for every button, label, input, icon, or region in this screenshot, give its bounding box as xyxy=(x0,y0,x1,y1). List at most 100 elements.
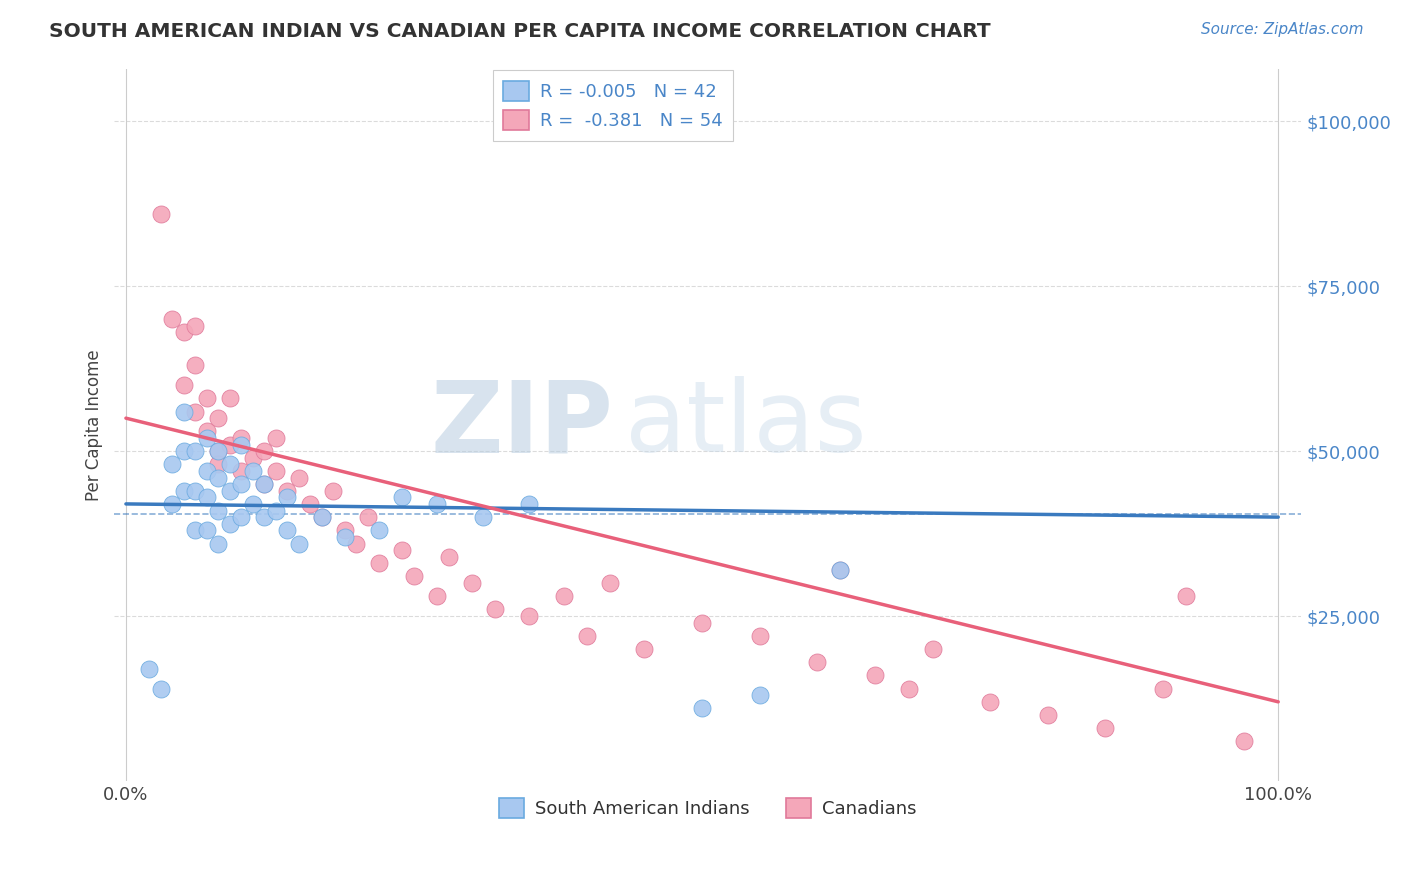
Point xyxy=(195,425,218,439)
Point xyxy=(1094,721,1116,735)
Point xyxy=(242,464,264,478)
Point xyxy=(748,688,770,702)
Point xyxy=(195,431,218,445)
Point xyxy=(863,668,886,682)
Text: atlas: atlas xyxy=(624,376,866,474)
Point xyxy=(138,662,160,676)
Point xyxy=(311,510,333,524)
Point xyxy=(276,491,298,505)
Point xyxy=(426,497,449,511)
Point xyxy=(184,359,207,373)
Point xyxy=(264,464,287,478)
Point xyxy=(426,589,449,603)
Point xyxy=(231,510,253,524)
Point xyxy=(1175,589,1198,603)
Point xyxy=(253,477,276,491)
Point xyxy=(160,458,183,472)
Point xyxy=(264,431,287,445)
Point xyxy=(149,207,172,221)
Point xyxy=(195,524,218,538)
Point xyxy=(748,629,770,643)
Point xyxy=(575,629,598,643)
Point xyxy=(484,602,506,616)
Point xyxy=(184,404,207,418)
Point xyxy=(242,450,264,465)
Point xyxy=(231,464,253,478)
Point xyxy=(231,477,253,491)
Point xyxy=(184,524,207,538)
Point xyxy=(264,503,287,517)
Point xyxy=(160,312,183,326)
Point xyxy=(472,510,495,524)
Point xyxy=(207,444,229,458)
Point xyxy=(921,642,943,657)
Point xyxy=(402,569,425,583)
Point xyxy=(149,681,172,696)
Point xyxy=(184,444,207,458)
Legend: South American Indians, Canadians: South American Indians, Canadians xyxy=(492,791,924,825)
Point xyxy=(253,477,276,491)
Point xyxy=(173,404,195,418)
Point xyxy=(830,563,852,577)
Point xyxy=(1036,708,1059,723)
Point xyxy=(231,437,253,451)
Point xyxy=(333,524,356,538)
Point xyxy=(599,576,621,591)
Point xyxy=(276,524,298,538)
Point xyxy=(195,464,218,478)
Point xyxy=(207,470,229,484)
Point xyxy=(357,510,380,524)
Point xyxy=(218,516,240,531)
Point xyxy=(207,444,229,458)
Point xyxy=(517,609,540,624)
Point xyxy=(437,549,460,564)
Point xyxy=(368,556,391,570)
Point xyxy=(333,530,356,544)
Point xyxy=(1152,681,1174,696)
Point xyxy=(173,444,195,458)
Point xyxy=(184,318,207,333)
Point xyxy=(391,543,413,558)
Point xyxy=(322,483,344,498)
Point xyxy=(690,615,713,630)
Point xyxy=(218,458,240,472)
Point xyxy=(288,470,311,484)
Point xyxy=(288,536,311,550)
Point xyxy=(690,701,713,715)
Point xyxy=(830,563,852,577)
Point xyxy=(160,497,183,511)
Text: ZIP: ZIP xyxy=(430,376,613,474)
Point xyxy=(242,497,264,511)
Point xyxy=(276,483,298,498)
Point xyxy=(344,536,367,550)
Point xyxy=(460,576,482,591)
Text: Source: ZipAtlas.com: Source: ZipAtlas.com xyxy=(1201,22,1364,37)
Point xyxy=(253,444,276,458)
Point xyxy=(207,458,229,472)
Point xyxy=(207,503,229,517)
Point xyxy=(253,510,276,524)
Point xyxy=(218,392,240,406)
Point xyxy=(173,326,195,340)
Point xyxy=(218,437,240,451)
Point xyxy=(979,695,1001,709)
Point xyxy=(1233,734,1256,748)
Point xyxy=(633,642,655,657)
Y-axis label: Per Capita Income: Per Capita Income xyxy=(86,349,103,500)
Text: SOUTH AMERICAN INDIAN VS CANADIAN PER CAPITA INCOME CORRELATION CHART: SOUTH AMERICAN INDIAN VS CANADIAN PER CA… xyxy=(49,22,991,41)
Point xyxy=(391,491,413,505)
Point xyxy=(311,510,333,524)
Point xyxy=(184,483,207,498)
Point xyxy=(195,392,218,406)
Point xyxy=(806,655,828,669)
Point xyxy=(207,536,229,550)
Point xyxy=(517,497,540,511)
Point xyxy=(553,589,575,603)
Point xyxy=(231,431,253,445)
Point xyxy=(173,483,195,498)
Point xyxy=(173,378,195,392)
Point xyxy=(898,681,921,696)
Point xyxy=(299,497,322,511)
Point xyxy=(218,483,240,498)
Point xyxy=(207,411,229,425)
